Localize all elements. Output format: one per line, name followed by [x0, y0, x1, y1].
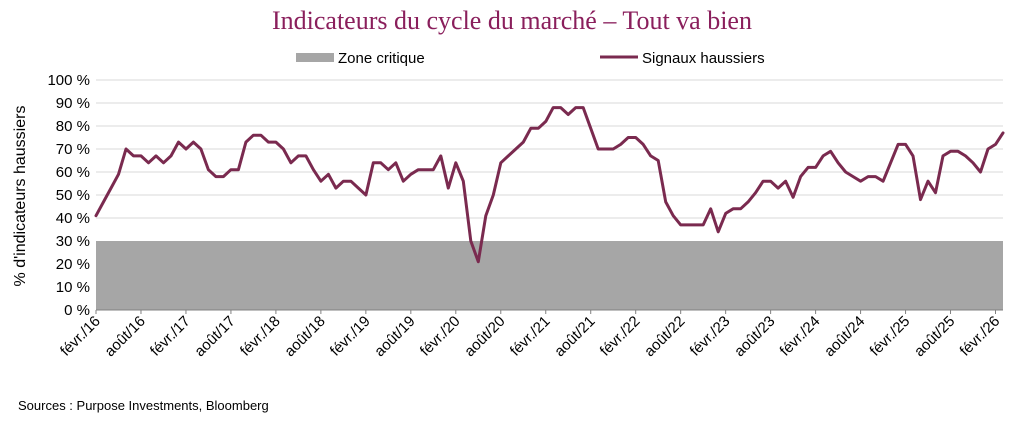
- x-tick-label: févr./26: [957, 313, 1004, 360]
- legend-label-critical-zone: Zone critique: [338, 50, 425, 67]
- y-tick-label: 50 %: [56, 187, 90, 204]
- x-tick-label: févr./16: [57, 313, 104, 360]
- x-tick-label: août/17: [191, 313, 238, 360]
- x-tick-label: août/20: [461, 313, 508, 360]
- y-tick-label: 30 %: [56, 233, 90, 250]
- series-line-signaux-haussiers: [94, 106, 1005, 264]
- source-note: Sources : Purpose Investments, Bloomberg: [18, 398, 269, 413]
- x-tick-label: févr./23: [687, 313, 734, 360]
- x-tick-label: août/22: [641, 313, 688, 360]
- x-tick-label: août/16: [101, 313, 148, 360]
- x-tick-label: févr./24: [777, 313, 824, 360]
- legend-label-series: Signaux haussiers: [642, 50, 765, 67]
- x-tick-label: août/23: [731, 313, 778, 360]
- legend: Zone critique Signaux haussiers: [296, 50, 765, 67]
- plot-area: 0 % 10 % 20 % 30 % 40 % 50 % 60 % 70 % 80 % 90 % 1…: [47, 72, 1005, 360]
- x-tick-label: févr./21: [507, 313, 554, 360]
- y-tick-label: 100 %: [47, 72, 90, 89]
- x-tick-label: août/18: [281, 313, 328, 360]
- legend-swatch-critical-zone: [296, 53, 334, 62]
- x-tick-label: févr./19: [327, 313, 374, 360]
- critical-zone-area: [96, 241, 1003, 310]
- y-axis-label: % d'indicateurs haussiers: [12, 106, 29, 287]
- x-tick-label: août/21: [551, 313, 598, 360]
- y-tick-label: 70 %: [56, 141, 90, 158]
- y-tick-label: 40 %: [56, 210, 90, 227]
- y-tick-label: 60 %: [56, 164, 90, 181]
- y-tick-label: 10 %: [56, 279, 90, 296]
- x-tick-label: févr./20: [417, 313, 464, 360]
- y-tick-label: 80 %: [56, 118, 90, 135]
- x-tick-label: août/19: [371, 313, 418, 360]
- chart-title: Indicateurs du cycle du marché – Tout va…: [272, 6, 752, 35]
- y-tick-label: 90 %: [56, 95, 90, 112]
- x-tick-label: août/24: [821, 313, 868, 360]
- x-tick-label: août/25: [911, 313, 958, 360]
- x-tick-label: févr./25: [867, 313, 914, 360]
- y-tick-label: 20 %: [56, 256, 90, 273]
- x-tick-label: févr./22: [597, 313, 644, 360]
- x-tick-label: févr./18: [237, 313, 284, 360]
- y-tick-label: 0 %: [64, 302, 90, 319]
- x-tick-label: févr./17: [147, 313, 194, 360]
